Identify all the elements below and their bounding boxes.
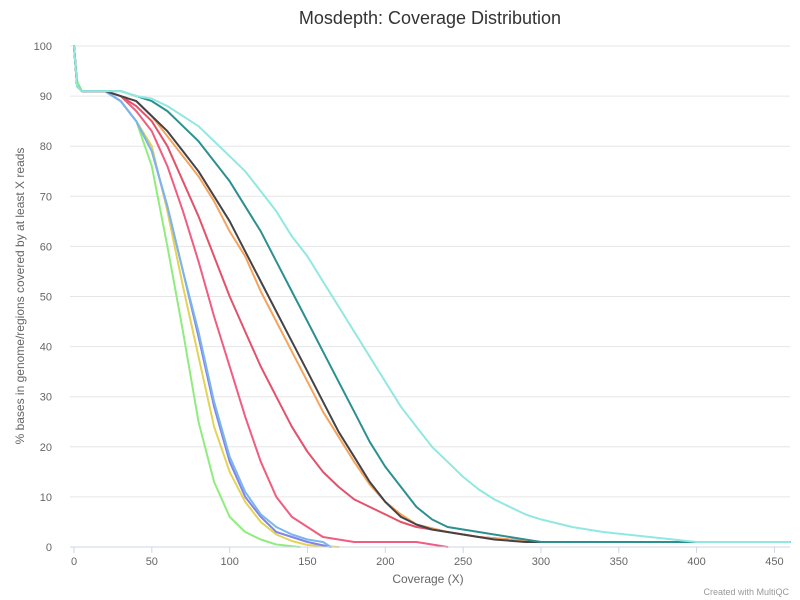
x-tick-label: 100 <box>220 556 238 568</box>
x-tick-label: 300 <box>532 556 550 568</box>
chart-title: Mosdepth: Coverage Distribution <box>299 8 561 28</box>
y-tick-label: 60 <box>40 241 52 253</box>
x-tick-label: 50 <box>146 556 158 568</box>
x-tick-label: 150 <box>298 556 316 568</box>
y-tick-label: 40 <box>40 342 52 354</box>
axis-layer: 0 10 20 30 40 50 60 70 80 90 100 0 50 100 150 200 250 300… <box>34 41 790 568</box>
series-line-10[interactable] <box>73 45 791 543</box>
x-tick-label: 200 <box>376 556 394 568</box>
series-layer <box>73 45 791 548</box>
x-tick-label: 0 <box>71 556 77 568</box>
series-line-8[interactable] <box>73 45 791 543</box>
y-tick-label: 10 <box>40 492 52 504</box>
y-axis-title: % bases in genome/regions covered by at … <box>13 148 27 445</box>
y-tick-label: 20 <box>40 442 52 454</box>
x-axis-title: Coverage (X) <box>392 572 463 586</box>
series-line-9[interactable] <box>73 45 791 543</box>
y-tick-label: 50 <box>40 292 52 304</box>
y-tick-label: 80 <box>40 141 52 153</box>
series-line-7[interactable] <box>73 45 791 543</box>
y-tick-label: 0 <box>46 542 52 554</box>
credit-text[interactable]: Created with MultiQC <box>703 587 789 597</box>
y-tick-label: 90 <box>40 91 52 103</box>
y-tick-label: 100 <box>34 41 52 53</box>
series-line-6[interactable] <box>73 45 791 543</box>
y-tick-label: 30 <box>40 392 52 404</box>
x-tick-label: 250 <box>454 556 472 568</box>
x-tick-label: 400 <box>687 556 705 568</box>
x-tick-label: 450 <box>765 556 783 568</box>
y-tick-label: 70 <box>40 191 52 203</box>
x-tick-label: 350 <box>610 556 628 568</box>
